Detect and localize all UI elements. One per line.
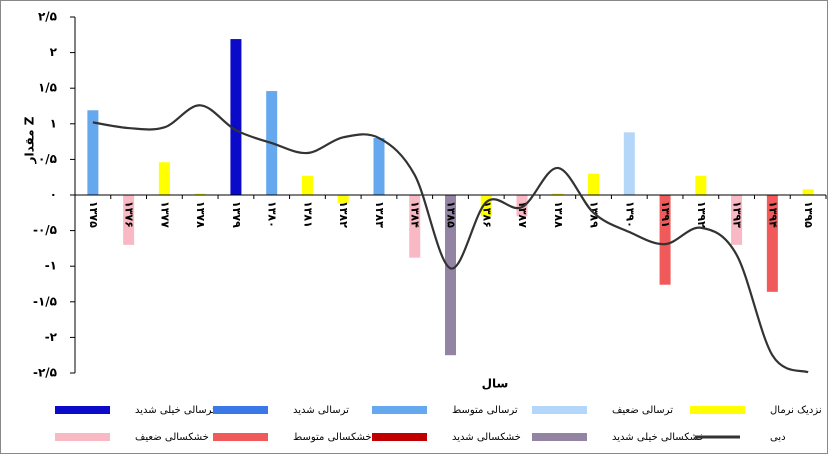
y-tick-label: -۰/۵ <box>33 223 57 237</box>
legend-swatch <box>55 433 110 441</box>
legend-label: خشکسالی خیلی شدید <box>612 432 705 443</box>
legend-label: ترسالی شدید <box>293 405 349 416</box>
legend-label: نزدیک نرمال <box>770 405 822 416</box>
y-tick-label: -۲ <box>45 330 58 344</box>
legend-label: خشکسالی متوسط <box>293 432 372 443</box>
bar <box>230 39 241 195</box>
x-tick-label: ۱۳۷۷ <box>158 201 171 228</box>
x-axis-label: سال <box>482 377 509 391</box>
y-tick-label: ۰/۵ <box>38 152 57 166</box>
legend-label: خشکسالی شدید <box>452 432 521 443</box>
bar <box>624 132 635 195</box>
legend-label: خشکسالی ضعیف <box>135 432 209 443</box>
legend-label: ترسالی متوسط <box>452 405 518 416</box>
y-tick-label: -۱/۵ <box>33 294 57 308</box>
legend-label: دبی <box>770 432 786 443</box>
y-tick-label: ۱/۵ <box>38 81 57 95</box>
legend-swatch <box>372 433 427 441</box>
x-tick-label: ۱۳۸۳ <box>373 201 386 228</box>
x-tick-label: ۱۳۸۱ <box>301 201 314 228</box>
y-tick-label: ۲ <box>50 45 58 59</box>
x-tick-label: ۱۳۷۸ <box>194 201 207 228</box>
x-tick-label: ۱۳۹۵ <box>802 201 815 228</box>
x-tick-label: ۱۳۷۵ <box>87 201 100 228</box>
x-tick-label: ۱۳۹۲ <box>695 201 708 228</box>
bar <box>373 138 384 195</box>
legend-swatch <box>532 433 587 441</box>
x-tick-label: ۱۳۸۰ <box>266 201 279 228</box>
y-tick-label: -۲/۵ <box>33 366 57 380</box>
x-tick-label: ۱۳۹۰ <box>623 201 636 228</box>
legend-swatch <box>690 406 745 414</box>
x-tick-label: ۱۳۸۶ <box>480 201 493 228</box>
bar <box>302 176 313 195</box>
x-tick-label: ۱۳۸۲ <box>337 201 350 228</box>
x-tick-label: ۱۳۸۵ <box>445 201 458 228</box>
legend-swatch <box>213 406 268 414</box>
x-tick-label: ۱۳۷۶ <box>123 201 136 228</box>
x-tick-label: ۱۳۹۳ <box>731 201 744 228</box>
y-axis-label: مقدار Z <box>23 116 37 164</box>
bar <box>159 162 170 195</box>
y-tick-label: ۱ <box>50 116 57 130</box>
x-tick-label: ۱۳۸۸ <box>552 201 565 228</box>
y-tick-label: ۲/۵ <box>38 10 57 24</box>
legend-label: ترسالی خیلی شدید <box>135 405 215 416</box>
y-tick-label: -۱ <box>45 259 57 273</box>
y-tick-label: ۰ <box>50 188 57 202</box>
bar <box>695 176 706 195</box>
x-tick-label: ۱۳۹۱ <box>659 201 672 228</box>
chart: سال مقدار Z ۲/۵ ۲ ۱/۵ ۱ ۰/۵ ۰ -۰/۵ -۱ -۱/۵ -۲ -۲/۵… <box>0 0 828 454</box>
legend-swatch <box>372 406 427 414</box>
legend-swatch <box>532 406 587 414</box>
legend-label: ترسالی ضعیف <box>612 405 673 416</box>
x-tick-label: ۱۳۹۴ <box>766 201 779 228</box>
legend-swatch <box>55 406 110 414</box>
bar <box>803 189 814 195</box>
x-tick-label: ۱۳۷۹ <box>230 201 243 228</box>
bar <box>588 174 599 195</box>
x-tick-label: ۱۳۸۴ <box>409 201 422 228</box>
x-tick-label: ۱۳۸۷ <box>516 201 529 228</box>
legend-swatch <box>213 433 268 441</box>
